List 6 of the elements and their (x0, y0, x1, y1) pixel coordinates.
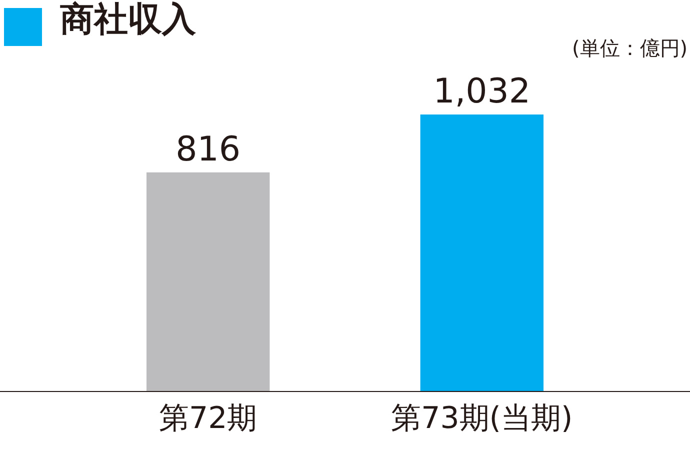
x-tick-label: 第73期(当期) (391, 401, 573, 436)
text: (単位：億円) (572, 36, 688, 60)
data-label: 816 (176, 129, 241, 170)
data-label: 1,032 (433, 72, 531, 112)
x-tick-label: 第72期 (159, 401, 258, 436)
chart-title: 商社収入 (60, 0, 197, 40)
